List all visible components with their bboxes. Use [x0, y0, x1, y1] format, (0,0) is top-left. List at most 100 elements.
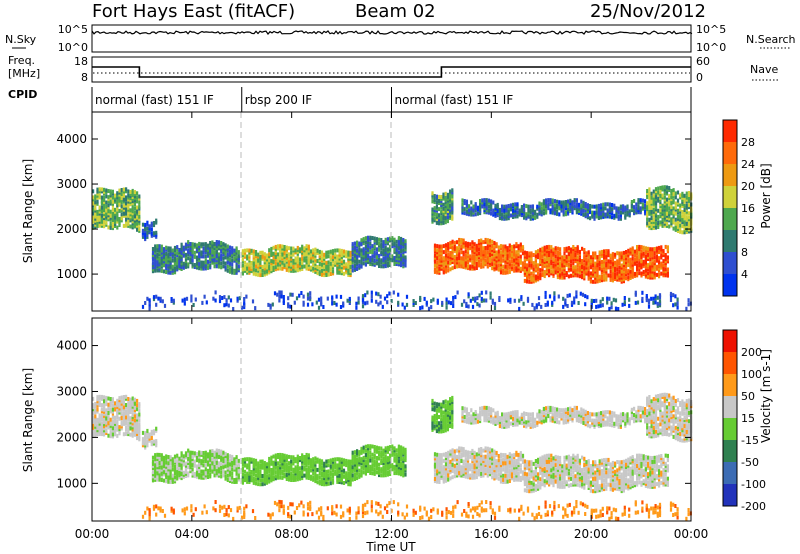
power-echo-cell	[523, 213, 526, 218]
power-echo-cell	[665, 221, 669, 226]
power-echo-cell	[548, 259, 551, 264]
velocity-echo-cell	[148, 436, 151, 441]
power-echo-cell	[662, 263, 665, 268]
velocity-echo-cell	[100, 432, 103, 437]
velocity-echo-cell	[243, 461, 247, 466]
power-echo-cell	[400, 249, 403, 254]
power-echo-cell	[449, 240, 452, 245]
velocity-echo-cell	[254, 481, 258, 486]
power-echo-cell	[683, 210, 686, 215]
power-echo-cell	[433, 206, 436, 211]
power-echo-cell	[556, 267, 559, 271]
power-echo-cell	[127, 213, 130, 218]
velocity-echo-cell	[252, 464, 255, 469]
power-echo-cell	[576, 273, 579, 278]
power-echo-cell	[578, 249, 581, 254]
velocity-echo-cell	[187, 471, 190, 476]
power-echo-cell	[173, 270, 177, 275]
velocity-echo-cell	[111, 403, 114, 408]
power-echo-cell	[367, 235, 370, 240]
power-echo-cell	[389, 263, 392, 267]
power-echo-cell	[470, 200, 473, 205]
power-echo-cell	[141, 232, 145, 237]
power-echo-cell	[173, 248, 177, 252]
power-echo-cell	[546, 300, 549, 305]
power-echo-cell	[92, 199, 95, 204]
y-tick-label: 2000	[56, 222, 87, 236]
velocity-echo-cell	[220, 453, 223, 458]
velocity-echo-cell	[120, 399, 123, 404]
power-echo-cell	[654, 221, 658, 226]
power-echo-cell	[173, 256, 177, 261]
velocity-echo-cell	[187, 456, 190, 461]
velocity-echo-cell	[200, 475, 203, 480]
power-echo-cell	[517, 252, 520, 257]
velocity-echo-cell	[152, 431, 156, 436]
power-echo-cell	[438, 244, 441, 249]
velocity-echo-cell	[127, 403, 130, 408]
power-echo-cell	[642, 251, 645, 256]
power-echo-cell	[442, 266, 445, 271]
power-echo-cell	[312, 248, 315, 253]
velocity-echo-cell	[220, 464, 223, 469]
power-echo-cell	[572, 249, 575, 254]
power-echo-cell	[497, 253, 500, 258]
power-echo-cell	[276, 246, 280, 251]
power-echo-cell	[395, 243, 398, 248]
power-echo-cell	[274, 265, 277, 270]
velocity-echo-cell	[241, 478, 244, 483]
power-echo-cell	[622, 250, 625, 255]
power-echo-cell	[274, 261, 277, 266]
power-echo-cell	[506, 264, 509, 269]
power-echo-cell	[272, 251, 275, 256]
velocity-echo-cell	[129, 405, 132, 410]
power-echo-cell	[451, 253, 454, 258]
power-echo-cell	[235, 248, 238, 253]
power-echo-cell	[683, 199, 686, 204]
velocity-echo-cell	[173, 475, 177, 480]
power-echo-cell	[674, 211, 677, 216]
power-echo-cell	[583, 264, 586, 269]
velocity-echo-cell	[314, 472, 317, 477]
power-echo-cell	[613, 213, 616, 218]
power-echo-cell	[503, 210, 506, 215]
power-echo-cell	[444, 191, 447, 196]
power-echo-cell	[465, 211, 468, 216]
power-echo-cell	[276, 244, 280, 249]
velocity-echo-cell	[246, 473, 249, 478]
power-echo-cell	[451, 249, 454, 254]
power-echo-cell	[136, 195, 139, 200]
power-echo-cell	[674, 227, 677, 232]
power-echo-cell	[92, 223, 95, 228]
power-echo-cell	[687, 199, 691, 204]
power-echo-cell	[528, 259, 531, 264]
velocity-echo-cell	[129, 422, 132, 427]
power-echo-cell	[572, 245, 575, 249]
velocity-echo-cell	[279, 469, 282, 474]
velocity-echo-cell	[173, 471, 177, 476]
power-echo-cell	[589, 210, 592, 215]
power-echo-cell	[269, 303, 272, 308]
velocity-echo-cell	[248, 467, 251, 472]
power-echo-cell	[290, 246, 293, 251]
power-echo-cell	[435, 212, 438, 217]
power-echo-cell	[314, 251, 317, 256]
power-echo-cell	[633, 261, 636, 266]
power-echo-cell	[647, 252, 650, 257]
cpid-segment-label: normal (fast) 151 IF	[95, 93, 214, 107]
velocity-echo-cell	[109, 417, 112, 422]
power-echo-cell	[550, 253, 553, 258]
velocity-echo-cell	[233, 465, 236, 470]
velocity-echo-cell	[160, 473, 163, 478]
power-echo-cell	[389, 254, 392, 259]
power-echo-cell	[502, 258, 505, 263]
power-echo-cell	[444, 210, 447, 215]
power-echo-cell	[658, 256, 661, 261]
power-echo-cell	[654, 225, 658, 230]
power-echo-cell	[305, 258, 308, 263]
power-echo-cell	[141, 222, 145, 227]
power-echo-cell	[507, 216, 510, 221]
velocity-echo-cell	[96, 407, 99, 412]
power-echo-cell	[641, 296, 644, 301]
power-echo-cell	[480, 250, 483, 255]
